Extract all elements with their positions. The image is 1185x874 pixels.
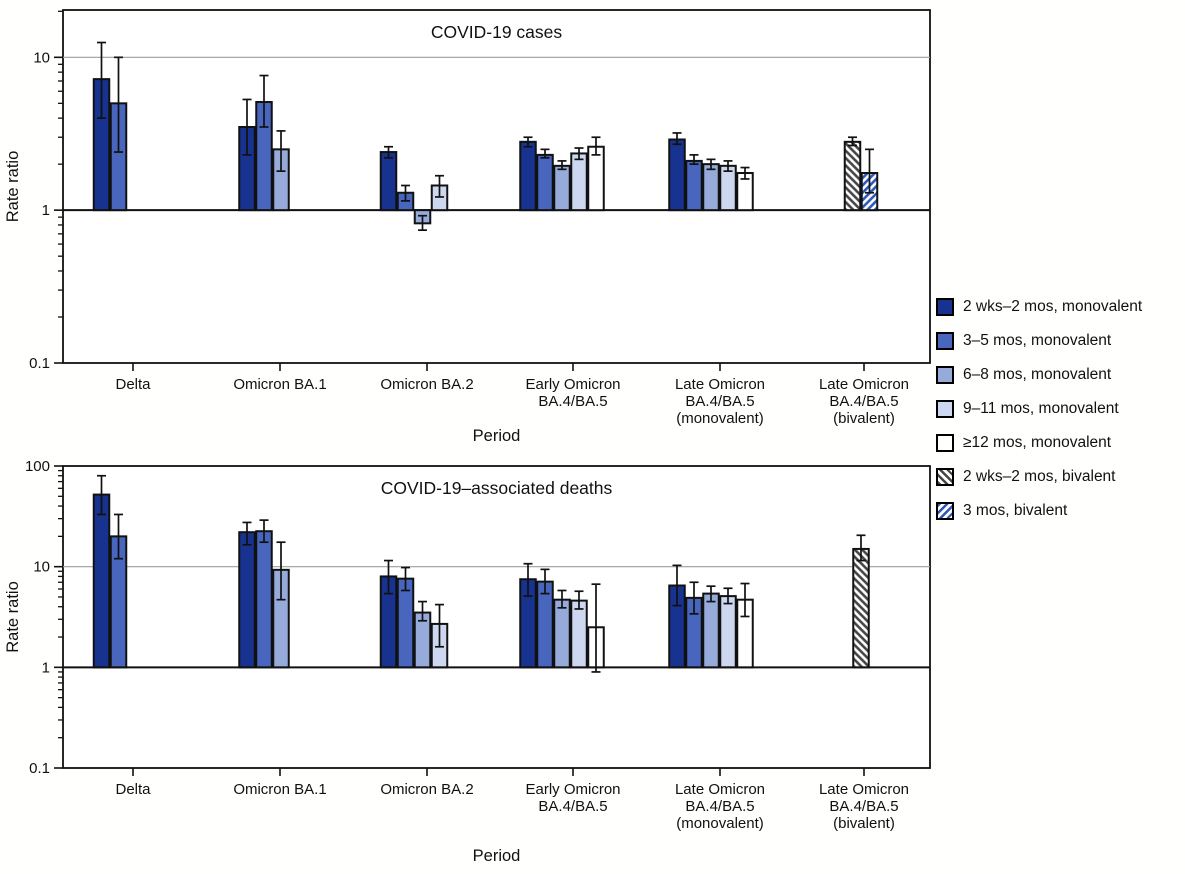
bar-mono-2wks-2mos xyxy=(668,138,686,212)
x-category-label: (bivalent) xyxy=(833,410,895,427)
y-tick-label: 10 xyxy=(33,559,50,576)
x-category-label: Early Omicron xyxy=(525,376,620,393)
x-category-label: Late Omicron xyxy=(819,376,909,393)
legend-item-mono-6-8-mos: 6–8 mos, monovalent xyxy=(936,365,1142,384)
chart-title: COVID-19 cases xyxy=(431,22,563,42)
x-category-label: Omicron BA.1 xyxy=(233,376,326,393)
bar-mono-6-8-mos xyxy=(702,592,720,669)
bar-mono-6-8-mos xyxy=(553,598,571,669)
bar-mono-3-5-mos xyxy=(685,159,703,212)
bar-mono-3-5-mos xyxy=(255,530,273,669)
bar-mono-9-11-mos xyxy=(719,164,737,212)
legend-label: 6–8 mos, monovalent xyxy=(963,366,1112,383)
legend-label: ≥12 mos, monovalent xyxy=(963,434,1112,451)
bar-mono-3-5-mos xyxy=(536,153,554,212)
chart-title: COVID-19–associated deaths xyxy=(381,478,613,498)
bar-mono-9-11-mos xyxy=(719,595,737,669)
x-category-label: Omicron BA.2 xyxy=(380,376,473,393)
x-category-label: Early Omicron xyxy=(525,781,620,798)
x-category-label: (bivalent) xyxy=(833,815,895,832)
y-tick-label: 1 xyxy=(42,202,50,219)
legend-swatch-icon xyxy=(936,365,954,384)
bar-biv-2wks-2mos xyxy=(843,140,862,212)
legend-label: 3–5 mos, monovalent xyxy=(963,332,1112,349)
plot-frame xyxy=(62,9,931,364)
legend-label: 2 wks–2 mos, monovalent xyxy=(963,298,1143,315)
x-category-label: Late Omicron xyxy=(675,376,765,393)
bar-mono-12plus-mos xyxy=(587,145,605,212)
y-tick-label: 0.1 xyxy=(29,355,50,372)
bar-mono-2wks-2mos xyxy=(519,140,537,212)
legend-swatch-icon xyxy=(936,467,954,486)
x-category-label: Delta xyxy=(115,781,151,798)
x-category-label: BA.4/BA.5 xyxy=(829,798,898,815)
bar-mono-9-11-mos xyxy=(570,599,588,669)
x-category-label: BA.4/BA.5 xyxy=(538,798,607,815)
legend-item-mono-12plus-mos: ≥12 mos, monovalent xyxy=(936,433,1142,452)
x-category-label: BA.4/BA.5 xyxy=(685,798,754,815)
bar-mono-6-8-mos xyxy=(553,164,571,212)
legend-label: 2 wks–2 mos, bivalent xyxy=(963,468,1116,485)
legend-swatch-icon xyxy=(936,331,954,350)
x-category-label: BA.4/BA.5 xyxy=(685,393,754,410)
x-category-label: Delta xyxy=(115,376,151,393)
x-category-label: BA.4/BA.5 xyxy=(829,393,898,410)
y-tick-label: 0.1 xyxy=(29,760,50,777)
legend: 2 wks–2 mos, monovalent 3–5 mos, monovale… xyxy=(936,297,1142,520)
y-tick-label: 100 xyxy=(25,458,50,475)
legend-item-mono-3-5-mos: 3–5 mos, monovalent xyxy=(936,331,1142,350)
x-category-label: Late Omicron xyxy=(819,781,909,798)
legend-swatch-icon xyxy=(936,501,954,520)
x-category-label: (monovalent) xyxy=(676,815,764,832)
bar-mono-3-5-mos xyxy=(536,580,554,669)
plot-frame xyxy=(62,465,931,769)
bar-mono-2wks-2mos xyxy=(379,151,398,212)
y-axis-title: Rate ratio xyxy=(4,581,22,653)
x-axis-title: Period xyxy=(473,427,521,445)
y-tick-label: 1 xyxy=(42,659,50,676)
y-tick-label: 10 xyxy=(33,49,50,66)
bar-mono-6-8-mos xyxy=(702,163,720,212)
legend-swatch-icon xyxy=(936,297,954,316)
legend-item-mono-2wks-2mos: 2 wks–2 mos, monovalent xyxy=(936,297,1142,316)
x-category-label: Omicron BA.1 xyxy=(233,781,326,798)
legend-swatch-icon xyxy=(936,433,954,452)
x-category-label: BA.4/BA.5 xyxy=(538,393,607,410)
bar-mono-2wks-2mos xyxy=(238,531,256,669)
y-axis-title: Rate ratio xyxy=(4,151,22,223)
x-category-label: Late Omicron xyxy=(675,781,765,798)
bar-mono-3-5-mos xyxy=(396,577,415,669)
x-category-label: (monovalent) xyxy=(676,410,764,427)
x-category-label: Omicron BA.2 xyxy=(380,781,473,798)
legend-item-biv-2wks-2mos: 2 wks–2 mos, bivalent xyxy=(936,467,1142,486)
legend-label: 3 mos, bivalent xyxy=(963,502,1068,519)
legend-swatch-icon xyxy=(936,399,954,418)
x-axis-title: Period xyxy=(473,847,521,865)
legend-label: 9–11 mos, monovalent xyxy=(963,400,1119,417)
legend-item-biv-3-mos: 3 mos, bivalent xyxy=(936,501,1142,520)
bar-biv-2wks-2mos xyxy=(852,547,870,669)
legend-item-mono-9-11-mos: 9–11 mos, monovalent xyxy=(936,399,1142,418)
bar-mono-2wks-2mos xyxy=(92,493,111,669)
bar-mono-9-11-mos xyxy=(570,152,588,212)
